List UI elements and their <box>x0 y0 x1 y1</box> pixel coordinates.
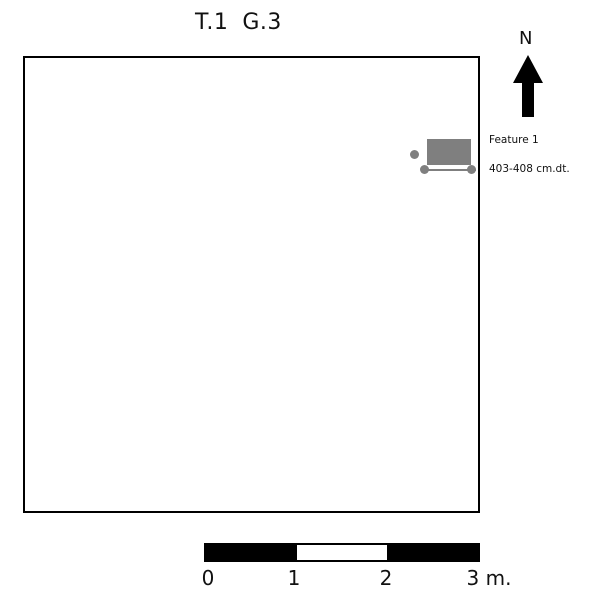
scale-segment-1 <box>206 545 297 560</box>
feature-point-southeast <box>467 165 476 174</box>
scale-tick-0: 0 <box>201 566 215 590</box>
trench-label: T.1 <box>195 10 229 35</box>
feature-1-label: Feature 1 <box>489 134 539 146</box>
feature-1-shape <box>427 139 471 165</box>
north-label: N <box>519 28 533 49</box>
feature-1-baseline <box>424 169 476 171</box>
scale-tick-2: 2 <box>379 566 393 590</box>
scale-segment-3 <box>387 545 479 560</box>
feature-point-west <box>410 150 419 159</box>
feature-point-southwest <box>420 165 429 174</box>
scale-segment-2 <box>296 545 388 560</box>
plan-title: T.1 G.3 <box>195 10 282 35</box>
scale-tick-1: 1 <box>287 566 301 590</box>
scale-tick-3: 3 m. <box>466 566 512 590</box>
excavation-unit-outline <box>23 56 480 513</box>
feature-1-depth: 403-408 cm.dt. <box>489 163 570 175</box>
scale-bar <box>204 543 480 562</box>
grid-label: G.3 <box>242 10 282 35</box>
north-arrow-icon <box>513 55 543 117</box>
